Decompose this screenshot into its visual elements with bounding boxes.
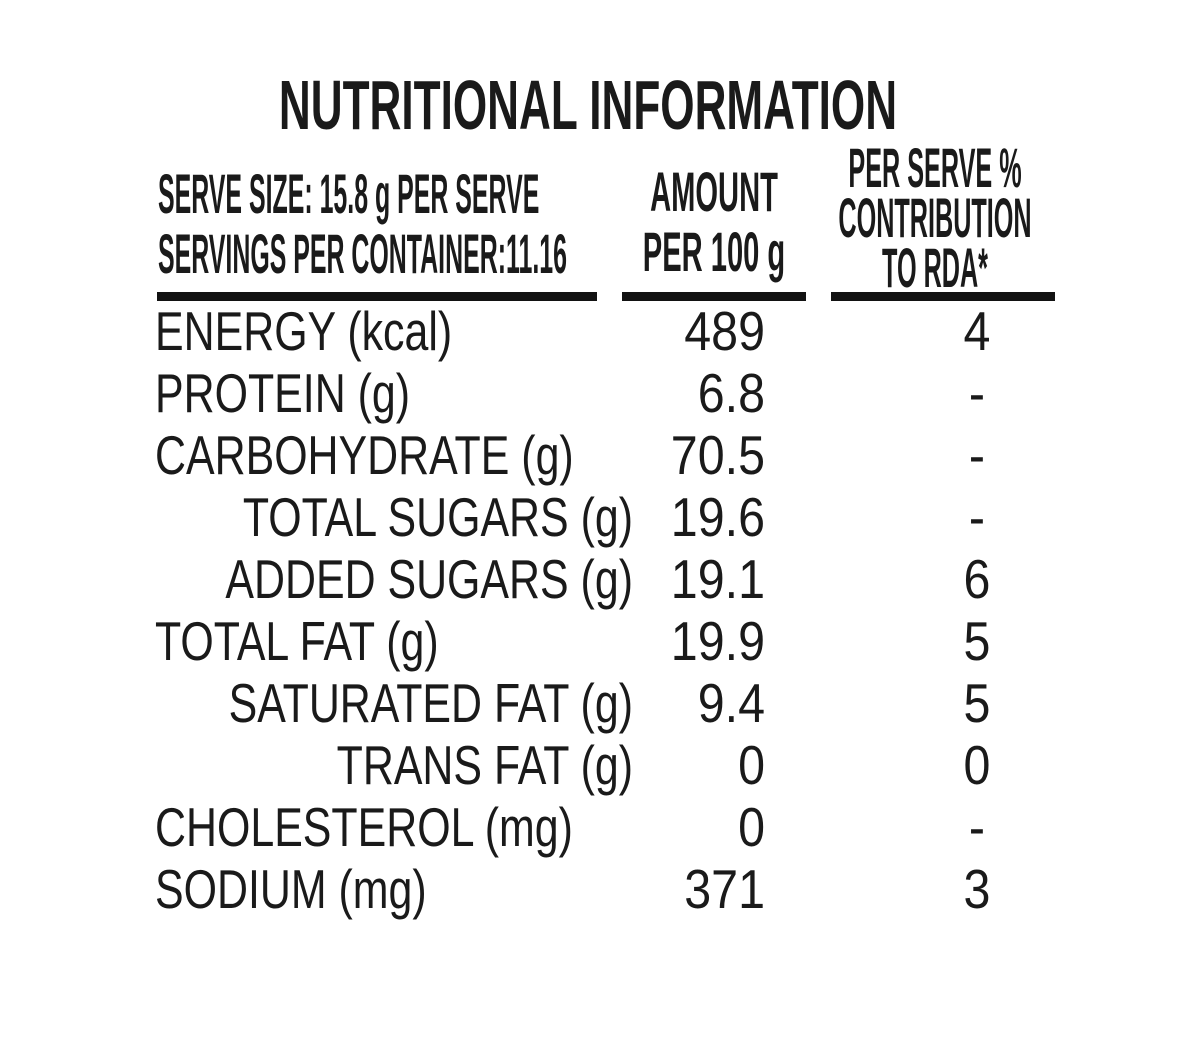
nutrient-row-trans-fat: TRANS FAT (g) 0 0 <box>0 734 1200 796</box>
labels-column-rule <box>157 292 597 301</box>
nutrient-name: ADDED SUGARS (g) <box>225 548 633 610</box>
amount-per-100g-value: 371 <box>684 858 765 920</box>
rda-percent-value: - <box>968 424 986 486</box>
rda-header-line3: TO RDA* <box>882 236 988 299</box>
nutrient-row-carbohydrate: CARBOHYDRATE (g) 70.5 - <box>0 424 1200 486</box>
rda-percent-value: 5 <box>963 610 991 672</box>
nutrient-name: TOTAL SUGARS (g) <box>242 486 633 548</box>
nutrient-row-added-sugars: ADDED SUGARS (g) 19.1 6 <box>0 548 1200 610</box>
rda-percent-value: 0 <box>963 734 991 796</box>
rda-percent-value: 3 <box>963 858 991 920</box>
nutrient-row-protein: PROTEIN (g) 6.8 - <box>0 362 1200 424</box>
amount-per-100g-value: 70.5 <box>670 424 765 486</box>
rda-percent-value: - <box>968 362 986 424</box>
rda-percent-value: - <box>968 796 986 858</box>
amount-per-100g-value: 19.1 <box>670 548 765 610</box>
amount-per-100g-value: 6.8 <box>697 362 765 424</box>
amount-per-100g-value: 19.9 <box>670 610 765 672</box>
amount-per-100g-value: 0 <box>738 796 765 858</box>
nutrient-row-sodium: SODIUM (mg) 371 3 <box>0 858 1200 920</box>
label-title: NUTRITIONAL INFORMATION <box>278 66 898 144</box>
rda-header-line1: PER SERVE % <box>848 136 1022 199</box>
serve-size-text: SERVE SIZE: 15.8 g PER SERVE <box>158 162 540 225</box>
nutrition-table: ENERGY (kcal) 489 4 PROTEIN (g) 6.8 - CA… <box>0 300 1200 920</box>
nutrient-name: CHOLESTEROL (mg) <box>155 796 573 858</box>
rda-percent-value: 5 <box>963 672 991 734</box>
rda-header-line2: CONTRIBUTION <box>838 186 1032 249</box>
nutrient-row-energy: ENERGY (kcal) 489 4 <box>0 300 1200 362</box>
amount-per-100g-value: 489 <box>684 300 765 362</box>
amount-column-rule <box>622 292 806 301</box>
amount-per-100g-value: 19.6 <box>670 486 765 548</box>
rda-percent-value: - <box>968 486 986 548</box>
nutrient-name: SATURATED FAT (g) <box>228 672 633 734</box>
amount-column-header: AMOUNT PER 100 g <box>584 162 844 282</box>
serving-info-header: SERVE SIZE: 15.8 g PER SERVE SERVINGS PE… <box>158 162 567 285</box>
amount-per-100g-value: 9.4 <box>697 672 765 734</box>
amount-per-100g-value: 0 <box>738 734 765 796</box>
rda-column-header: PER SERVE % CONTRIBUTION TO RDA* <box>823 136 1048 299</box>
nutrient-name: CARBOHYDRATE (g) <box>155 424 574 486</box>
nutrient-name: PROTEIN (g) <box>155 362 411 424</box>
nutrient-row-cholesterol: CHOLESTEROL (mg) 0 - <box>0 796 1200 858</box>
rda-percent-value: 6 <box>963 548 991 610</box>
rda-column-rule <box>831 292 1055 301</box>
nutrient-row-total-fat: TOTAL FAT (g) 19.9 5 <box>0 610 1200 672</box>
nutrient-name: ENERGY (kcal) <box>155 300 453 362</box>
nutrient-row-total-sugars: TOTAL SUGARS (g) 19.6 - <box>0 486 1200 548</box>
nutrient-name: TOTAL FAT (g) <box>155 610 439 672</box>
nutrient-name: TRANS FAT (g) <box>336 734 633 796</box>
nutrient-name: SODIUM (mg) <box>155 858 427 920</box>
amount-header-line1: AMOUNT <box>650 160 778 223</box>
amount-header-line2: PER 100 g <box>642 220 786 283</box>
rda-percent-value: 4 <box>963 300 991 362</box>
servings-per-container-text: SERVINGS PER CONTAINER:11.16 <box>158 222 567 285</box>
nutrient-row-saturated-fat: SATURATED FAT (g) 9.4 5 <box>0 672 1200 734</box>
